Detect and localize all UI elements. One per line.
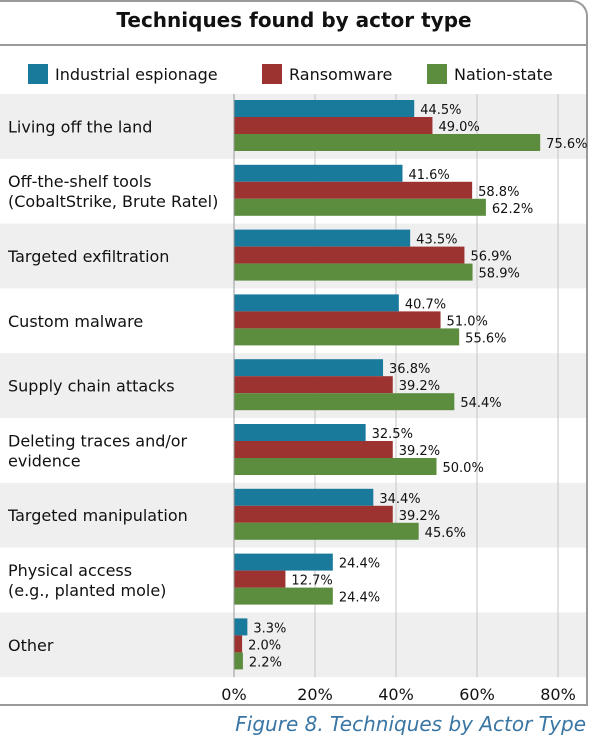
- value-label-ransomware-custom-malware: 51.0%: [447, 314, 488, 329]
- value-label-nation-state-physical-access: 24.4%: [339, 591, 380, 606]
- x-tick-label: 80%: [540, 685, 576, 704]
- category-label-deleting-traces-and-or: Deleting traces and/or evidence: [8, 431, 188, 470]
- value-label-ransomware-targeted-exfiltration: 56.9%: [470, 250, 511, 265]
- legend-label-industrial-espionage: Industrial espionage: [55, 64, 218, 84]
- bar-nation-state-supply-chain-attacks: [234, 393, 455, 411]
- category-label-targeted-manipulation: Targeted manipulation: [7, 506, 188, 525]
- legend-swatch-ransomware: [262, 64, 282, 84]
- legend-swatch-nation-state: [427, 64, 447, 84]
- x-tick-label: 60%: [459, 685, 495, 704]
- bar-industrial-espionage-off-the-shelf-tools: [234, 164, 403, 182]
- category-label-physical-access: Physical access (e.g., planted mole): [8, 561, 166, 600]
- bar-industrial-espionage-targeted-exfiltration: [234, 229, 411, 247]
- value-label-industrial-espionage-deleting-traces-and-or: 32.5%: [372, 427, 413, 442]
- x-tick-label: 40%: [378, 685, 414, 704]
- bar-nation-state-off-the-shelf-tools: [234, 198, 486, 216]
- value-label-industrial-espionage-living-off-the-land: 44.5%: [420, 103, 461, 118]
- bar-ransomware-off-the-shelf-tools: [234, 181, 473, 199]
- category-label-off-the-shelf-tools: Off-the-shelf tools (CobaltStrike, Brute …: [8, 172, 218, 211]
- value-label-ransomware-physical-access: 12.7%: [291, 574, 332, 589]
- value-label-industrial-espionage-off-the-shelf-tools: 41.6%: [408, 168, 449, 183]
- category-label-supply-chain-attacks: Supply chain attacks: [8, 377, 175, 396]
- value-label-ransomware-off-the-shelf-tools: 58.8%: [478, 185, 519, 200]
- value-label-nation-state-other: 2.2%: [249, 655, 282, 670]
- bar-industrial-espionage-supply-chain-attacks: [234, 359, 384, 377]
- category-label-targeted-exfiltration: Targeted exfiltration: [7, 247, 169, 266]
- bar-industrial-espionage-targeted-manipulation: [234, 488, 374, 506]
- value-label-industrial-espionage-custom-malware: 40.7%: [405, 297, 446, 312]
- bar-ransomware-custom-malware: [234, 311, 441, 329]
- bar-nation-state-living-off-the-land: [234, 134, 541, 151]
- value-label-nation-state-custom-malware: 55.6%: [465, 331, 506, 346]
- value-label-ransomware-supply-chain-attacks: 39.2%: [399, 379, 440, 394]
- bar-ransomware-physical-access: [234, 570, 286, 588]
- title-divider: [0, 44, 586, 46]
- value-label-nation-state-living-off-the-land: 75.6%: [546, 137, 587, 152]
- bar-nation-state-targeted-exfiltration: [234, 263, 473, 281]
- bar-nation-state-custom-malware: [234, 328, 460, 346]
- legend-item-nation-state: Nation-state: [427, 62, 553, 86]
- value-label-industrial-espionage-physical-access: 24.4%: [339, 557, 380, 572]
- bar-ransomware-other: [234, 635, 243, 653]
- legend-label-nation-state: Nation-state: [454, 64, 553, 84]
- value-label-ransomware-targeted-manipulation: 39.2%: [399, 509, 440, 524]
- bar-ransomware-targeted-manipulation: [234, 505, 393, 523]
- bar-ransomware-targeted-exfiltration: [234, 246, 465, 264]
- bar-nation-state-targeted-manipulation: [234, 522, 419, 540]
- value-label-nation-state-targeted-manipulation: 45.6%: [425, 526, 466, 541]
- legend-swatch-industrial-espionage: [28, 64, 48, 84]
- bar-chart: Living off the land 44.5% 49.0% 75.6% Off-th…: [0, 94, 587, 704]
- value-label-nation-state-supply-chain-attacks: 54.4%: [460, 396, 501, 411]
- bar-nation-state-other: [234, 652, 243, 670]
- value-label-ransomware-deleting-traces-and-or: 39.2%: [399, 444, 440, 459]
- value-label-nation-state-off-the-shelf-tools: 62.2%: [492, 202, 533, 217]
- bar-industrial-espionage-physical-access: [234, 553, 333, 571]
- row-band: [0, 612, 586, 678]
- category-label-living-off-the-land: Living off the land: [8, 117, 152, 136]
- value-label-nation-state-deleting-traces-and-or: 50.0%: [443, 461, 484, 476]
- value-label-industrial-espionage-other: 3.3%: [253, 621, 286, 636]
- figure-caption: Figure 8. Techniques by Actor Type: [235, 712, 586, 736]
- bar-nation-state-physical-access: [234, 587, 333, 605]
- value-label-ransomware-living-off-the-land: 49.0%: [438, 120, 479, 135]
- value-label-ransomware-other: 2.0%: [248, 638, 281, 653]
- bar-ransomware-living-off-the-land: [234, 117, 433, 134]
- category-label-custom-malware: Custom malware: [8, 312, 143, 331]
- bar-industrial-espionage-custom-malware: [234, 294, 399, 312]
- legend-label-ransomware: Ransomware: [289, 64, 393, 84]
- legend-item-industrial-espionage: Industrial espionage: [28, 62, 218, 86]
- chart-title: Techniques found by actor type: [116, 8, 472, 32]
- x-tick-label: 0%: [221, 685, 246, 704]
- category-label-other: Other: [8, 636, 54, 655]
- bar-industrial-espionage-other: [234, 618, 248, 636]
- bar-industrial-espionage-deleting-traces-and-or: [234, 424, 366, 441]
- bar-ransomware-supply-chain-attacks: [234, 376, 393, 394]
- bar-industrial-espionage-living-off-the-land: [234, 100, 415, 117]
- legend-item-ransomware: Ransomware: [262, 62, 392, 86]
- value-label-industrial-espionage-targeted-exfiltration: 43.5%: [416, 233, 457, 248]
- value-label-industrial-espionage-targeted-manipulation: 34.4%: [379, 492, 420, 507]
- bar-nation-state-deleting-traces-and-or: [234, 458, 437, 475]
- bar-ransomware-deleting-traces-and-or: [234, 441, 393, 458]
- x-tick-label: 20%: [297, 685, 333, 704]
- value-label-industrial-espionage-supply-chain-attacks: 36.8%: [389, 362, 430, 377]
- value-label-nation-state-targeted-exfiltration: 58.9%: [479, 267, 520, 282]
- chart-frame: [0, 0, 588, 706]
